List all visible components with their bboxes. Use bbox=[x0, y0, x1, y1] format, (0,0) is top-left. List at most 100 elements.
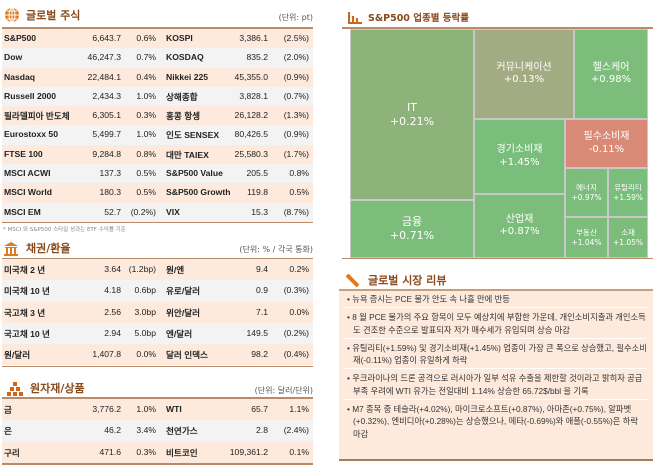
name-cell: Nasdaq bbox=[4, 71, 36, 82]
table-row: 국고채 10 년 2.94 5.0bp 엔/달러 149.5 (0.2%) bbox=[2, 322, 313, 345]
name-cell: Dow bbox=[4, 52, 23, 63]
change-cell: (0.2%) bbox=[130, 206, 156, 217]
pencil-icon bbox=[346, 274, 360, 288]
name-cell: S&P500 Growth bbox=[166, 187, 231, 198]
change-cell: 3.0bp bbox=[134, 306, 156, 317]
value-cell: 6,305.1 bbox=[92, 110, 121, 121]
value-cell: 9,284.8 bbox=[92, 148, 121, 159]
treemap-cell: 에너지 +0.97% bbox=[565, 168, 608, 217]
sector-name: 유틸리티 bbox=[614, 183, 642, 193]
name-cell: KOSDAQ bbox=[166, 52, 204, 63]
value-cell: 3.64 bbox=[104, 264, 121, 274]
value-cell: 0.9 bbox=[256, 285, 268, 296]
table-row: S&P500 6,643.7 0.6% KOSPI 3,386.1 (2.5%) bbox=[2, 29, 313, 49]
change-cell: (0.4%) bbox=[283, 349, 309, 360]
sector-change: +0.13% bbox=[503, 74, 545, 85]
name-cell: 국고채 10 년 bbox=[4, 328, 50, 339]
name-cell: 원/엔 bbox=[166, 265, 185, 275]
stocks-title: 글로벌 주식 bbox=[26, 9, 81, 22]
change-cell: (1.2bp) bbox=[128, 264, 156, 274]
table-row: 은 46.2 3.4% 천연가스 2.8 (2.4%) bbox=[2, 420, 313, 442]
sector-name: 커뮤니케이션 bbox=[496, 61, 552, 73]
sector-change: +0.87% bbox=[499, 226, 540, 237]
treemap-cell: 커뮤니케이션 +0.13% bbox=[474, 29, 574, 119]
name-cell: 유로/달러 bbox=[166, 286, 201, 297]
value-cell: 180.3 bbox=[99, 187, 121, 198]
sector-name: 헬스케어 bbox=[592, 61, 630, 73]
value-cell: 65.7 bbox=[251, 404, 268, 414]
value-cell: 2.56 bbox=[104, 306, 121, 317]
change-cell: 0.5% bbox=[136, 168, 156, 179]
name-cell: S&P500 bbox=[4, 33, 37, 43]
change-cell: 1.0% bbox=[136, 404, 156, 414]
value-cell: 835.2 bbox=[246, 52, 268, 63]
value-cell: 137.3 bbox=[99, 168, 121, 179]
change-cell: (2.4%) bbox=[283, 425, 309, 436]
sector-change: +0.98% bbox=[590, 74, 632, 85]
change-cell: (2.5%) bbox=[283, 33, 309, 43]
commodities-title: 원자재/상품 bbox=[30, 382, 85, 395]
value-cell: 1,407.8 bbox=[92, 349, 121, 360]
name-cell: 천연가스 bbox=[166, 426, 198, 437]
stocks-header: 글로벌 주식 bbox=[4, 7, 80, 23]
sector-name: IT bbox=[407, 100, 417, 114]
review-item: • M7 종목 중 테슬라(+4.02%), 마이크로소프트(+0.87%), … bbox=[347, 404, 638, 439]
change-cell: 5.0bp bbox=[134, 327, 156, 338]
name-cell: 대만 TAIEX bbox=[166, 149, 209, 160]
bonds-unit: (단위: % / 각국 통화) bbox=[239, 245, 313, 254]
treemap-cell: 금융 +0.71% bbox=[350, 200, 474, 258]
stocks-note: * MSCI 와 S&P500 스타일 성과는 ETF 수익률 기준 bbox=[3, 227, 126, 233]
name-cell: WTI bbox=[166, 404, 182, 414]
name-cell: FTSE 100 bbox=[4, 148, 43, 159]
name-cell: 필라델피아 반도체 bbox=[4, 111, 70, 122]
name-cell: 국고채 3 년 bbox=[4, 307, 46, 318]
change-cell: (1.3%) bbox=[283, 110, 309, 121]
value-cell: 205.5 bbox=[246, 168, 268, 179]
value-cell: 26,128.2 bbox=[234, 110, 268, 121]
change-cell: 0.3% bbox=[136, 446, 156, 457]
sector-treemap: IT +0.21% 금융 +0.71% 커뮤니케이션 +0.13% 헬스케어 +0.98% 경기… bbox=[350, 29, 648, 258]
sector-name: 필수소비재 bbox=[583, 131, 630, 142]
name-cell: Russell 2000 bbox=[4, 90, 57, 101]
value-cell: 3,776.2 bbox=[92, 404, 121, 414]
table-row: Nasdaq 22,484.1 0.4% Nikkei 225 45,355.0 (0.9… bbox=[2, 67, 313, 87]
value-cell: 22,484.1 bbox=[87, 71, 121, 82]
table-row: MSCI ACWI 137.3 0.5% S&P500 Value 205.5 0.8% bbox=[2, 164, 313, 184]
table-row: 금 3,776.2 1.0% WTI 65.7 1.1% bbox=[2, 399, 313, 421]
name-cell: S&P500 Value bbox=[166, 168, 223, 179]
table-row: MSCI EM 52.7 (0.2%) VIX 15.3 (8.7%) bbox=[2, 202, 313, 222]
name-cell: 위안/달러 bbox=[166, 307, 201, 318]
name-cell: 금 bbox=[4, 405, 12, 415]
change-cell: 0.0% bbox=[136, 349, 156, 360]
change-cell: (0.2%) bbox=[283, 327, 309, 338]
change-cell: 0.7% bbox=[136, 52, 156, 63]
value-cell: 7.1 bbox=[256, 306, 268, 317]
bank-icon bbox=[4, 242, 18, 256]
review-item: • 우크라이나의 드론 공격으로 러시아가 일부 석유 수출을 제한할 것이라고… bbox=[345, 372, 647, 401]
sector-change: +1.04% bbox=[571, 237, 602, 247]
sector-change: +1.45% bbox=[499, 156, 540, 168]
sector-name: 금융 bbox=[401, 215, 423, 229]
change-cell: (8.7%) bbox=[283, 206, 309, 217]
commodities-header: 원자재/상품 bbox=[6, 380, 85, 396]
value-cell: 149.5 bbox=[246, 327, 268, 338]
change-cell: 0.5% bbox=[136, 187, 156, 198]
sector-name: 산업재 bbox=[505, 213, 534, 225]
change-cell: (0.9%) bbox=[283, 129, 309, 140]
name-cell: KOSPI bbox=[166, 33, 193, 43]
name-cell: VIX bbox=[166, 206, 180, 217]
name-cell: 은 bbox=[4, 426, 12, 437]
value-cell: 45,355.0 bbox=[234, 71, 268, 82]
bar-chart-icon bbox=[348, 12, 362, 24]
gold-bars-icon bbox=[7, 382, 23, 396]
treemap-cell: 필수소비재 -0.11% bbox=[565, 119, 648, 168]
sector-change: +0.97% bbox=[571, 192, 602, 202]
value-cell: 2.8 bbox=[256, 425, 268, 436]
change-cell: (0.7%) bbox=[283, 90, 309, 101]
value-cell: 9.4 bbox=[256, 264, 268, 274]
name-cell: 미국채 10 년 bbox=[4, 286, 50, 297]
value-cell: 3,828.1 bbox=[239, 90, 268, 101]
change-cell: (0.3%) bbox=[283, 285, 309, 296]
bonds-header: 채권/환율 bbox=[4, 240, 71, 256]
name-cell: 원/달러 bbox=[4, 350, 31, 361]
